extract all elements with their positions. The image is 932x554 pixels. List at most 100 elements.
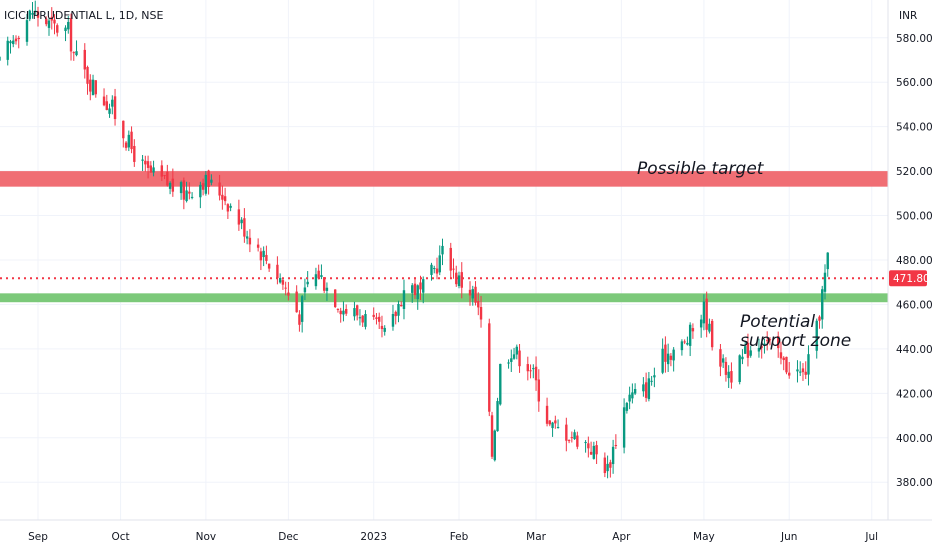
candle-body — [507, 362, 510, 364]
price-axis-ticks[interactable]: 380.00 400.00 420.00 440.00 460.00 480.00 500.… — [896, 33, 932, 489]
candle-body — [53, 19, 56, 24]
candle-body — [430, 264, 433, 275]
candle-body — [653, 375, 656, 378]
last-price-tag-text: 471.80 — [893, 273, 930, 285]
candle-body — [727, 371, 730, 379]
candle-body — [240, 219, 243, 224]
candle-body — [545, 405, 549, 424]
candle-body — [625, 402, 629, 411]
candle-body — [708, 323, 711, 332]
candle-body — [702, 301, 706, 324]
candle-body — [488, 323, 491, 412]
candle-body — [0, 56, 1, 61]
candle-body — [633, 388, 637, 394]
candle-body — [801, 368, 805, 373]
candle-body — [25, 20, 29, 42]
candle-body — [314, 274, 318, 287]
candle-body — [127, 134, 131, 148]
candle-body — [355, 305, 359, 316]
candle-body — [339, 310, 342, 315]
possible-target-annotation: Possible target — [637, 159, 765, 179]
candle-body — [375, 317, 378, 319]
candle-body — [512, 354, 516, 359]
candle-body — [237, 209, 241, 225]
symbol-label[interactable]: ICICI PRUDENTIAL L, 1D, NSE — [4, 9, 163, 22]
candle-body — [666, 353, 670, 365]
candle-body — [672, 349, 675, 361]
candle-body — [303, 287, 307, 293]
candle-body — [534, 366, 538, 381]
candle-body — [587, 443, 590, 449]
candle-body — [576, 435, 579, 447]
price-tick-label: 380.00 — [896, 477, 932, 489]
price-tick-label: 560.00 — [896, 77, 932, 89]
candle-body — [647, 378, 651, 400]
candle-body — [210, 179, 213, 183]
candle-body — [102, 96, 106, 106]
candle-body — [743, 346, 747, 354]
candle-body — [130, 131, 133, 150]
candle-body — [28, 10, 31, 20]
candle-body — [298, 314, 301, 325]
candle-body — [818, 316, 821, 321]
candle-body — [719, 349, 722, 367]
candle-body — [83, 49, 86, 70]
candle-body — [499, 363, 502, 405]
support-zone-annotation-line1: Potential — [740, 312, 815, 332]
candle-body — [721, 358, 725, 363]
candle-body — [438, 255, 441, 273]
time-tick-label: Dec — [278, 531, 299, 543]
candle-body — [592, 445, 596, 459]
candle-body — [344, 308, 348, 314]
candle-body — [358, 317, 362, 319]
candle-body — [433, 268, 436, 270]
candle-body — [493, 430, 496, 461]
candle-body — [245, 236, 249, 239]
candle-body — [573, 432, 576, 440]
candle-body — [699, 319, 703, 328]
candle-body — [763, 343, 766, 346]
time-tick-label: Jul — [864, 531, 878, 543]
candle-body — [267, 263, 271, 269]
currency-label: INR — [899, 10, 917, 22]
candlestick-series — [0, 0, 829, 479]
price-tick-label: 480.00 — [896, 255, 932, 267]
candle-body — [435, 268, 439, 274]
candle-body — [259, 251, 263, 261]
candle-body — [595, 445, 598, 455]
target-zone — [0, 171, 888, 187]
candle-body — [281, 280, 285, 285]
candle-body — [807, 354, 810, 375]
candle-body — [680, 341, 684, 351]
candle-body — [551, 422, 554, 429]
last-price-tag — [889, 270, 927, 287]
candle-body — [460, 272, 463, 288]
candle-body — [400, 304, 403, 307]
time-tick-label: Feb — [450, 531, 469, 543]
candle-body — [342, 310, 345, 315]
candle-body — [201, 183, 205, 190]
candle-body — [768, 339, 772, 341]
candle-body — [94, 80, 97, 95]
candle-body — [166, 171, 169, 186]
time-tick-label: May — [693, 531, 715, 543]
candle-body — [317, 270, 320, 279]
candle-body — [661, 348, 664, 373]
candle-body — [565, 424, 568, 441]
candle-body — [149, 165, 153, 173]
candle-body — [738, 355, 741, 383]
grid-lines — [0, 0, 888, 520]
time-tick-label: Jun — [780, 531, 797, 543]
candle-body — [223, 196, 227, 202]
candle-body — [50, 16, 53, 21]
candle-body — [757, 347, 761, 352]
candle-body — [179, 182, 183, 194]
candle-body — [777, 336, 780, 349]
time-axis-ticks[interactable]: SepOctNovDec2023FebMarAprMayJunJulAug — [28, 531, 932, 543]
candle-body — [515, 346, 518, 355]
candle-body — [779, 352, 783, 359]
candle-body — [333, 289, 337, 307]
candle-body — [532, 368, 535, 370]
candle-body — [526, 364, 530, 372]
